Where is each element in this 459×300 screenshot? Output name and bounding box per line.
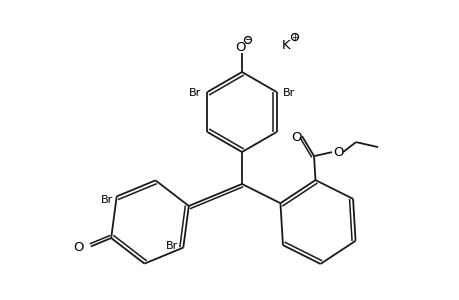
Text: +: + <box>291 32 298 41</box>
Text: K: K <box>281 38 290 52</box>
Text: Br: Br <box>166 241 178 250</box>
Text: Br: Br <box>100 195 112 206</box>
Text: Br: Br <box>189 88 201 98</box>
Text: −: − <box>244 35 251 44</box>
Text: O: O <box>290 130 301 144</box>
Text: O: O <box>235 40 246 53</box>
Text: Br: Br <box>282 88 294 98</box>
Text: O: O <box>332 146 342 159</box>
Text: O: O <box>73 241 84 254</box>
